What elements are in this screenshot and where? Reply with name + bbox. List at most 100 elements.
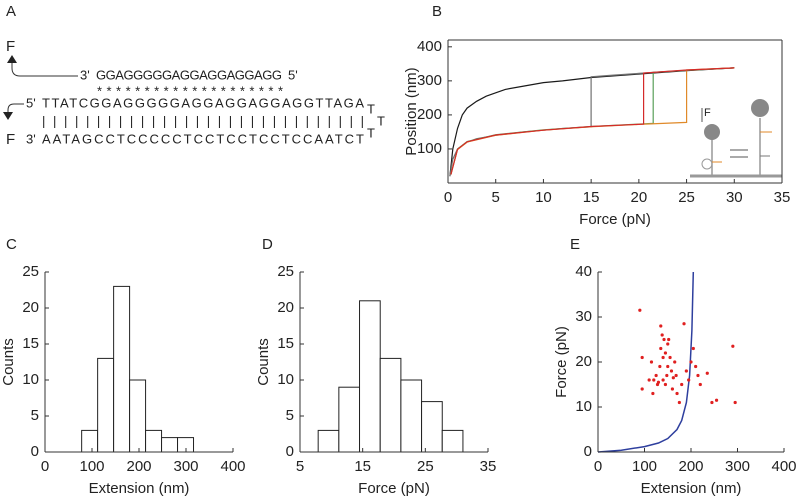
point [710, 400, 714, 405]
point [682, 322, 686, 326]
bead [704, 124, 720, 140]
y-axis-label: Position (nm) [403, 67, 420, 155]
y-tick-label: 0 [286, 443, 294, 460]
point [640, 387, 644, 391]
point [663, 382, 668, 387]
bar [338, 386, 361, 453]
y-tick-label: 25 [22, 263, 39, 280]
x-tick-label: 400 [220, 458, 245, 475]
y-tick-label: 100 [417, 140, 442, 157]
x-tick-label: 15 [354, 458, 371, 475]
x-tick-label: 100 [632, 458, 657, 475]
trace [449, 67, 735, 177]
y-tick-label: 10 [575, 398, 592, 415]
x-tick-label: 10 [535, 189, 552, 206]
base-pairs: |||||||||||||||||||||||||||||| [42, 113, 364, 128]
loop-base: T [367, 125, 375, 140]
arrow-head [7, 55, 17, 63]
trace [449, 67, 735, 177]
point [674, 373, 678, 378]
panel-label: A [6, 3, 16, 20]
point [691, 346, 695, 351]
x-axis-label: Force (pN) [358, 480, 430, 497]
point [689, 360, 693, 364]
y-tick-label: 40 [575, 263, 592, 280]
strand-end: 5' [288, 67, 298, 82]
point [666, 342, 670, 346]
force-label: F [6, 38, 15, 55]
y-tick-label: 10 [22, 371, 39, 388]
y-tick-label: 400 [417, 38, 442, 55]
panel-label: D [262, 236, 273, 253]
point [660, 333, 664, 337]
force-label: F [6, 131, 15, 148]
y-tick-label: 25 [277, 263, 294, 280]
force-arrow [7, 103, 24, 114]
point [696, 373, 700, 378]
point [659, 324, 663, 328]
y-axis-label: Counts [0, 338, 17, 386]
point [675, 391, 679, 396]
sequence: GGAGGGGGAGGAGGAGGAGG [96, 67, 282, 82]
annotation: F [704, 107, 711, 119]
y-tick-label: 15 [277, 335, 294, 352]
x-axis-label: Extension (nm) [641, 480, 742, 497]
x-tick-label: 35 [480, 458, 497, 475]
y-tick-label: 0 [584, 443, 592, 460]
point [659, 346, 663, 351]
panel-label: E [570, 236, 580, 253]
point [673, 360, 677, 364]
x-tick-label: 0 [41, 458, 49, 475]
x-axis-label: Extension (nm) [89, 480, 190, 497]
x-tick-label: 0 [444, 189, 452, 206]
point [714, 398, 719, 402]
point [705, 371, 709, 375]
y-axis-label: Counts [255, 338, 272, 386]
y-tick-label: 5 [31, 407, 39, 424]
y-tick-label: 5 [286, 407, 294, 424]
point [684, 369, 688, 373]
loop-base: T [367, 101, 375, 116]
y-tick-label: 20 [22, 299, 39, 316]
strand-end: 3' [80, 67, 90, 82]
point [658, 364, 662, 369]
point [680, 382, 684, 387]
point [638, 308, 642, 312]
x-tick-label: 30 [726, 189, 743, 206]
y-tick-label: 0 [31, 443, 39, 460]
strand-end: 5' [26, 95, 36, 110]
x-tick-label: 5 [492, 189, 500, 206]
point [662, 337, 666, 342]
y-tick-label: 20 [575, 353, 592, 370]
panel-label: B [432, 3, 442, 20]
point [671, 376, 675, 380]
arrow-head [3, 112, 13, 120]
strand-end: 3' [26, 131, 36, 146]
bar [97, 357, 115, 453]
y-tick-label: 10 [277, 371, 294, 388]
point [698, 382, 702, 387]
point [669, 369, 674, 373]
point [670, 387, 675, 391]
point [656, 380, 661, 384]
y-tick-label: 30 [575, 308, 592, 325]
point [668, 355, 672, 360]
point [733, 400, 737, 405]
point [667, 337, 671, 342]
bar [145, 429, 163, 453]
bar [441, 429, 464, 453]
y-tick-label: 15 [22, 335, 39, 352]
sequence-diagram: A F 3' GGAGGGGGAGGAGGAGGAGG 5' *********… [3, 3, 385, 148]
x-tick-label: 15 [583, 189, 600, 206]
trace [450, 67, 735, 175]
bar [400, 379, 423, 453]
bar [359, 300, 381, 453]
panel-label: C [6, 236, 17, 253]
folded-structure [701, 158, 713, 170]
x-tick-label: 100 [79, 458, 104, 475]
point [694, 364, 698, 369]
sequence: TTATCGGAGGGGGAGGAGGAGGAGGTTAGA [42, 95, 364, 110]
x-tick-label: 0 [594, 458, 602, 475]
y-tick-label: 200 [417, 106, 442, 123]
